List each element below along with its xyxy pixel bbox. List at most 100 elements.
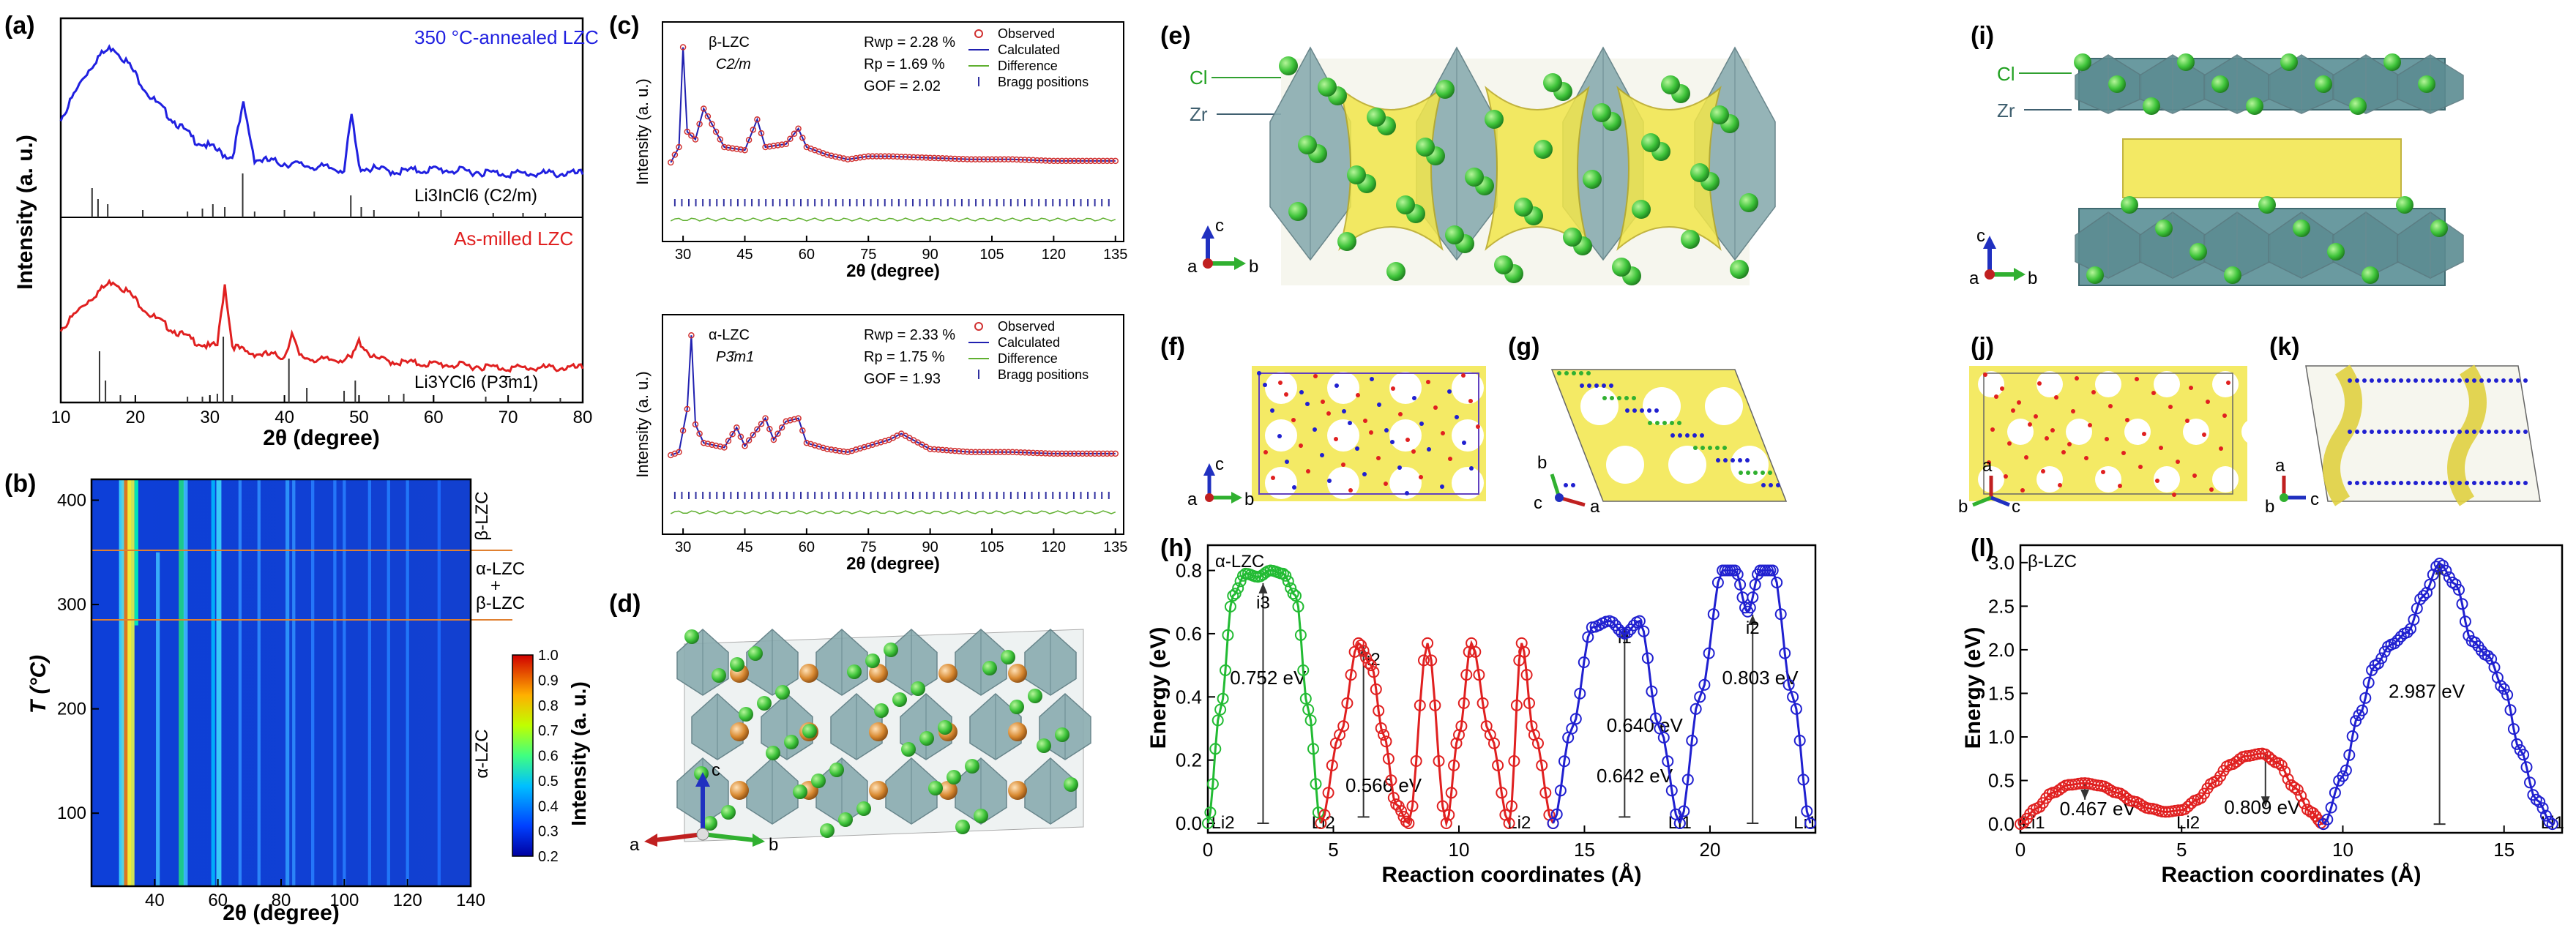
channel-hole	[2036, 371, 2063, 397]
data-point	[1224, 600, 1236, 613]
atom	[739, 707, 753, 722]
atom	[901, 742, 916, 757]
atom	[2399, 378, 2403, 383]
channel-hole	[1452, 467, 1484, 499]
atom	[2091, 390, 2096, 394]
observed-point	[952, 155, 958, 162]
observed-point	[1005, 449, 1012, 456]
panel-l: (l) β-LZC 0.0 0.5 1.0 1.5 2.0 2.5 3.0 0 5 10 15 0…	[1961, 534, 2564, 887]
atom	[2293, 220, 2310, 237]
observed-point	[1096, 450, 1102, 457]
atom	[2428, 378, 2433, 383]
panel-c-top-ylabel: Intensity (a. u.)	[633, 78, 652, 185]
xtick-label: 70	[499, 408, 518, 427]
atom	[2487, 481, 2491, 485]
xtick-label: 60	[208, 891, 228, 910]
panel-d-structure	[676, 628, 1091, 842]
atom	[982, 661, 997, 675]
panel-b-heatmap-bg	[92, 479, 471, 886]
atom	[1445, 225, 1464, 244]
data-point	[2427, 569, 2439, 581]
atom	[2487, 430, 2491, 434]
data-point	[1797, 774, 1810, 786]
atom	[1342, 409, 1346, 413]
data-point	[1395, 805, 1408, 817]
ytick-label: 0.0	[1176, 812, 1202, 834]
observed-point	[1112, 450, 1119, 457]
atom	[2189, 243, 2207, 261]
atom	[2370, 430, 2374, 434]
data-point	[2266, 754, 2278, 766]
xtick-label: 80	[272, 891, 291, 910]
atom	[1534, 140, 1553, 159]
data-point	[1436, 800, 1449, 812]
panel-c-bottom-ylabel: Intensity (a. u.)	[633, 371, 652, 478]
atom	[1543, 73, 1562, 92]
panel-b-label: (b)	[4, 470, 36, 498]
atom	[1279, 56, 1298, 75]
xtick-label: 15	[1574, 839, 1595, 861]
panel-b: (b) β-LZC α-LZC + β-LZC α-LZC 1.0 0.9 0.8 0…	[4, 470, 590, 925]
panel-i-label: (i)	[1971, 22, 1994, 50]
atom	[1299, 390, 1304, 394]
observed-point	[1042, 157, 1049, 164]
data-point	[1370, 683, 1382, 695]
panel-i-atom-cl: Cl	[1997, 63, 2015, 85]
observed-point	[873, 153, 880, 160]
observed-point	[725, 144, 732, 151]
observed-point	[696, 121, 703, 127]
observed-point	[824, 151, 831, 158]
atom	[2185, 419, 2189, 423]
atom	[1731, 458, 1735, 462]
atom	[1448, 457, 1452, 461]
atom	[2501, 481, 2506, 485]
panel-i: (i) Cl Zr c a b	[1969, 22, 2464, 288]
data-point	[1694, 691, 1706, 703]
atom	[2151, 391, 2156, 395]
atom	[2523, 378, 2528, 383]
channel-hole	[1731, 446, 1769, 484]
heatmap-streak	[183, 479, 188, 886]
panel-i-atom-zr: Zr	[1997, 100, 2015, 121]
observed-point	[955, 155, 963, 162]
atom	[1632, 396, 1636, 400]
atom	[947, 770, 961, 784]
data-point	[2498, 683, 2510, 695]
xtick-label: 120	[1042, 539, 1066, 555]
barrier-arrow-head	[1258, 583, 1268, 593]
atom	[2465, 481, 2469, 485]
channel-hole	[1327, 419, 1359, 452]
panel-c-bottom-rwp: Rwp = 2.33 %	[864, 327, 955, 343]
channel-hole	[2212, 371, 2239, 397]
observed-point	[836, 447, 843, 454]
atom	[684, 629, 699, 644]
observed-point	[894, 153, 900, 160]
atom	[1469, 466, 1474, 471]
data-point	[1429, 699, 1441, 711]
heatmap-streak	[119, 479, 124, 886]
observed-point	[853, 446, 859, 453]
observed-point	[856, 445, 864, 452]
data-point	[2536, 802, 2549, 814]
channel-hole	[1643, 387, 1681, 425]
data-point	[2375, 652, 2388, 664]
observed-point	[955, 448, 963, 454]
data-point	[1460, 669, 1473, 681]
data-point	[1302, 703, 1315, 716]
data-point	[2540, 809, 2552, 822]
atom	[892, 692, 907, 707]
atom	[2355, 481, 2359, 485]
atom	[1008, 722, 1027, 741]
observed-point	[766, 143, 773, 150]
data-point	[1638, 625, 1650, 637]
data-point	[1443, 809, 1455, 821]
data-point	[1212, 714, 1224, 727]
channel-hole	[2007, 419, 2034, 445]
data-point	[1299, 692, 1312, 705]
atom	[1640, 408, 1644, 413]
panel-a-bottom-ref: Li3YCl6 (P3̄m1)	[414, 372, 538, 392]
observed-point	[881, 438, 889, 444]
atom	[2421, 430, 2425, 434]
atom	[1632, 408, 1637, 413]
atom	[2392, 430, 2396, 434]
